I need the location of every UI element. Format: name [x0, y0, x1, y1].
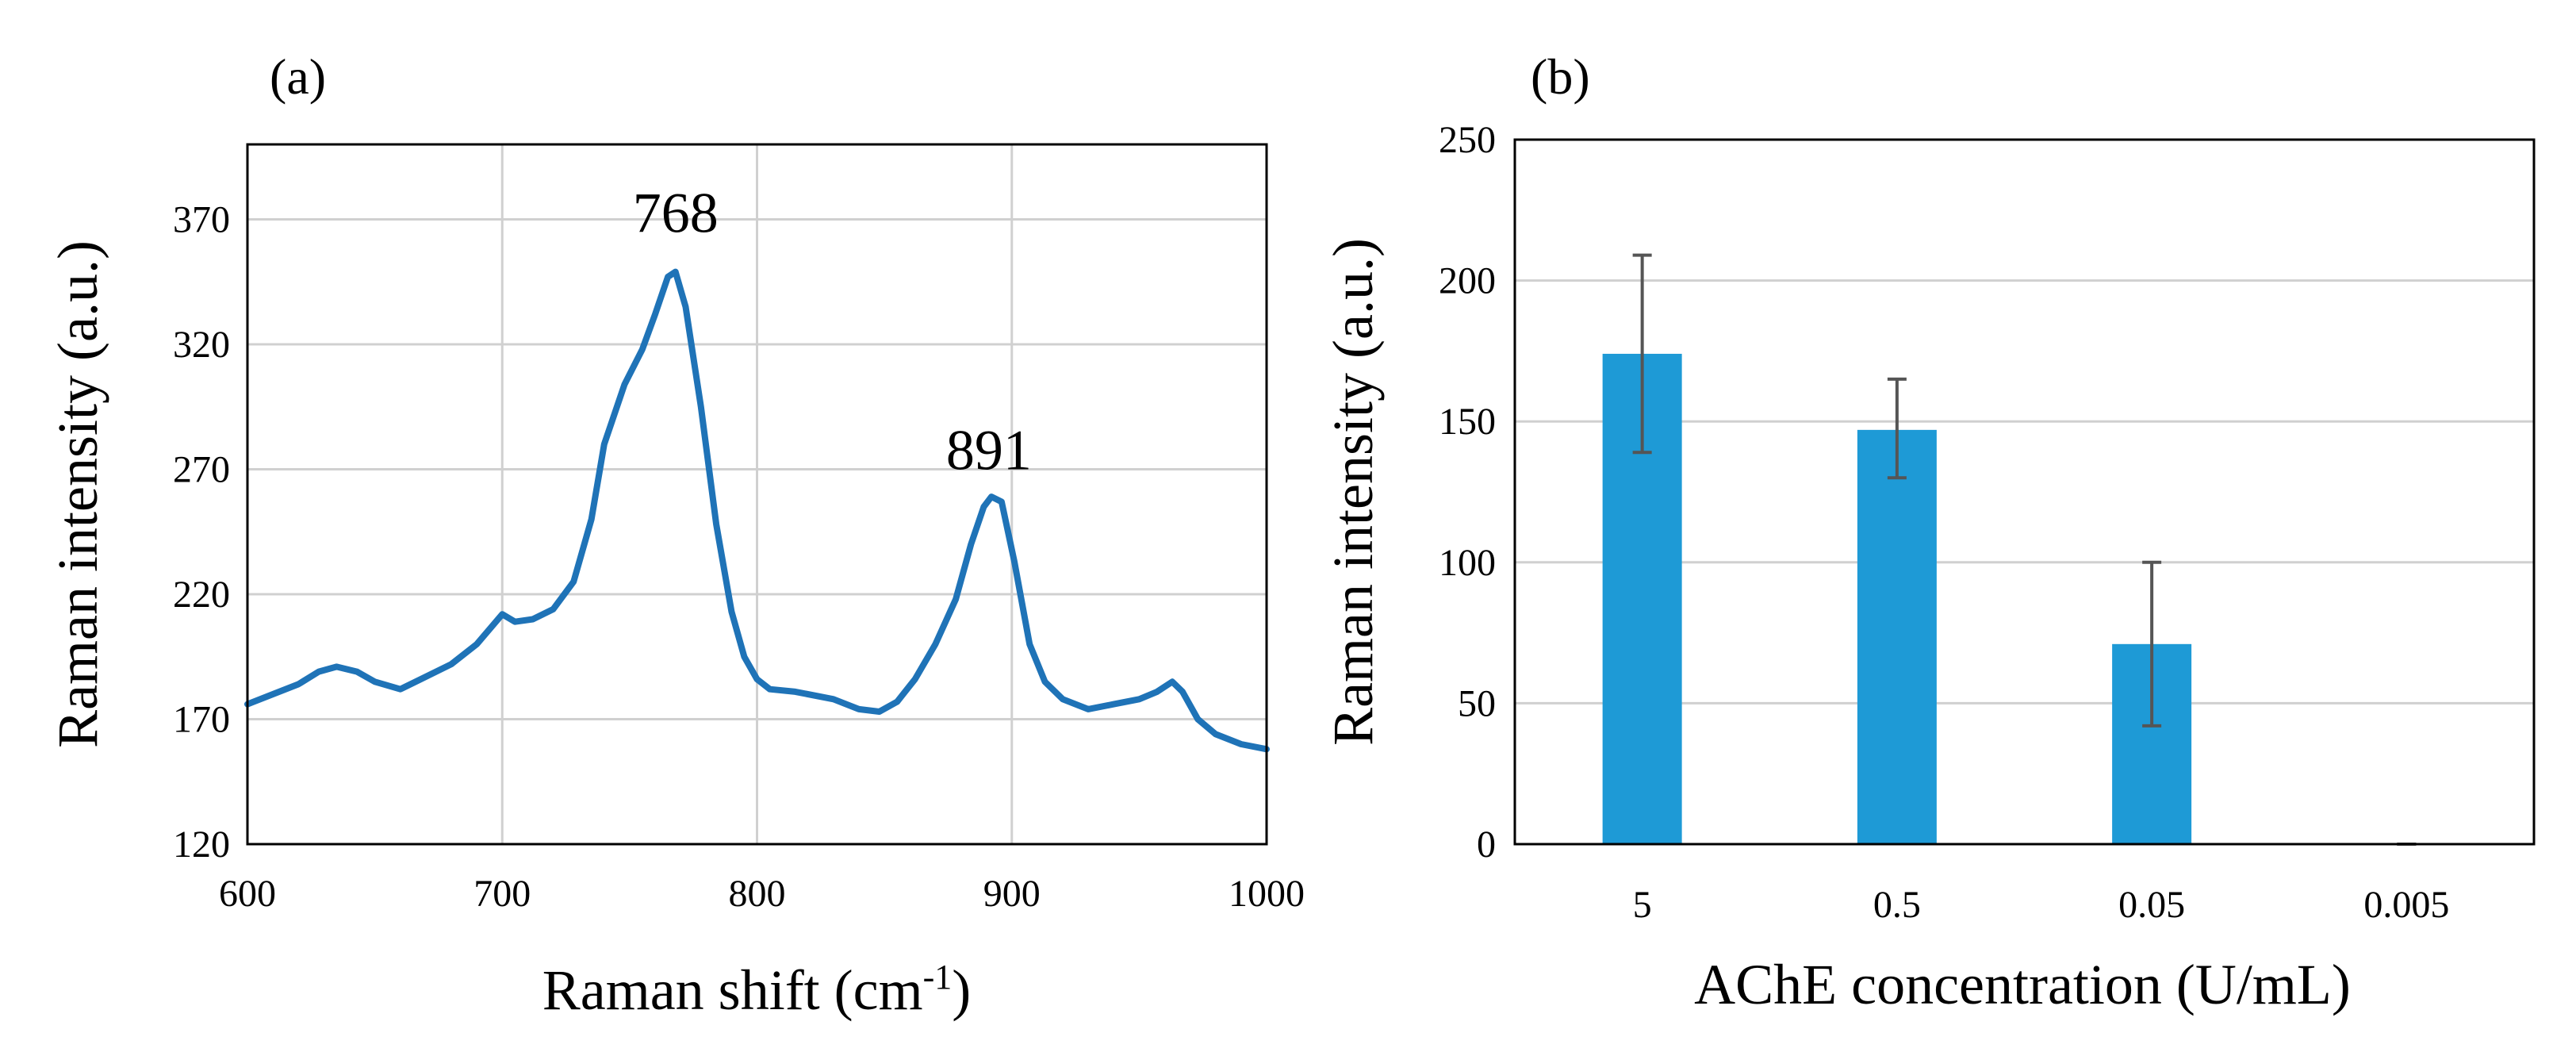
panel-a-y-axis-title: Raman intensity (a.u.) [46, 240, 109, 748]
x-tick-label: 0.005 [2363, 884, 2449, 926]
y-tick-label: 150 [1439, 401, 1496, 443]
panel-a-peak-annotations: 768 891 [633, 181, 1032, 482]
x-tick-label: 800 [729, 873, 786, 915]
x-tick-label: 5 [1633, 884, 1652, 926]
panel-b-plot-frame [1513, 138, 2536, 846]
panel-b-label: (b) [1531, 48, 1590, 105]
panel-b-plot-background [1515, 140, 2534, 844]
panel-b-x-axis-title: AChE concentration (U/mL) [1694, 953, 2351, 1016]
peak-label-768: 768 [633, 181, 719, 244]
panel-a-y-tick-labels: 120 170 220 270 320 370 [173, 199, 230, 866]
panel-a-x-axis-title: Raman shift (cm-1) [542, 958, 972, 1022]
panel-a-gridlines [246, 144, 1268, 846]
panel-b-y-tick-labels: 0 50 100 150 200 250 [1439, 119, 1496, 866]
panel-b-bar-chart: (b) 0 50 100 150 200 250 5 0.5 0.05 0.005 Raman … [1321, 48, 2536, 1016]
y-tick-label: 200 [1439, 260, 1496, 302]
x-tick-label: 0.05 [2118, 884, 2185, 926]
y-tick-label: 370 [173, 199, 230, 241]
x-axis-title-superscript: -1 [923, 958, 953, 996]
peak-label-891: 891 [946, 419, 1032, 482]
x-tick-label: 900 [983, 873, 1041, 915]
x-axis-title-main: Raman shift (cm [542, 958, 923, 1022]
y-tick-label: 120 [173, 824, 230, 866]
spectrum-line [244, 268, 1270, 753]
y-tick-label: 250 [1439, 119, 1496, 161]
y-tick-label: 220 [173, 574, 230, 616]
panel-b-x-tick-labels: 5 0.5 0.05 0.005 [1633, 884, 2450, 926]
y-tick-label: 0 [1477, 824, 1496, 866]
y-tick-label: 320 [173, 324, 230, 366]
panel-a-label: (a) [270, 48, 326, 105]
y-tick-label: 100 [1439, 542, 1496, 584]
y-tick-label: 50 [1458, 682, 1496, 724]
bar-0.5 [1857, 429, 1937, 844]
panel-a-plot-frame [246, 143, 1268, 846]
panel-b-gridlines [1515, 279, 2534, 705]
x-tick-label: 1000 [1229, 873, 1305, 915]
panel-a-x-tick-labels: 600 700 800 900 1000 [219, 873, 1305, 915]
panel-b-y-axis-title: Raman intensity (a.u.) [1321, 238, 1385, 746]
x-tick-label: 700 [473, 873, 531, 915]
x-tick-label: 0.5 [1873, 884, 1921, 926]
y-tick-label: 270 [173, 449, 230, 491]
y-tick-label: 170 [173, 699, 230, 741]
x-tick-label: 600 [219, 873, 276, 915]
x-axis-title-suffix: ) [952, 958, 971, 1022]
